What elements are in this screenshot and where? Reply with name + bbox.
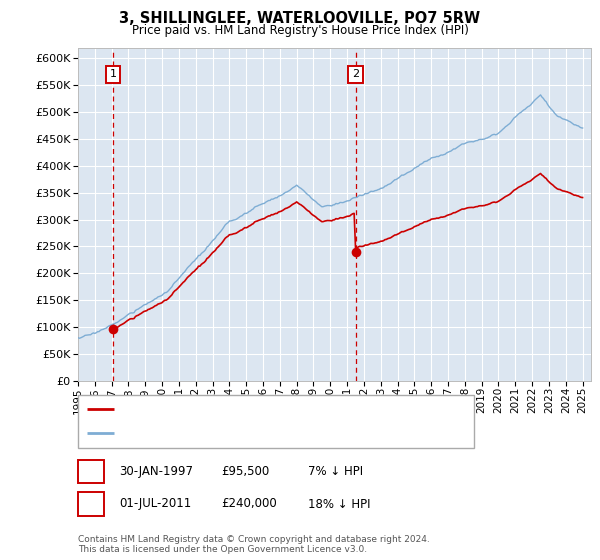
Text: Price paid vs. HM Land Registry's House Price Index (HPI): Price paid vs. HM Land Registry's House … bbox=[131, 24, 469, 36]
Text: 3, SHILLINGLEE, WATERLOOVILLE, PO7 5RW (detached house): 3, SHILLINGLEE, WATERLOOVILLE, PO7 5RW (… bbox=[119, 404, 457, 414]
Text: Contains HM Land Registry data © Crown copyright and database right 2024.
This d: Contains HM Land Registry data © Crown c… bbox=[78, 535, 430, 554]
Text: 1: 1 bbox=[87, 465, 95, 478]
Text: 2: 2 bbox=[352, 69, 359, 80]
Text: 7% ↓ HPI: 7% ↓ HPI bbox=[308, 465, 363, 478]
Text: £95,500: £95,500 bbox=[221, 465, 269, 478]
Text: 2: 2 bbox=[87, 497, 95, 511]
Text: 3, SHILLINGLEE, WATERLOOVILLE, PO7 5RW: 3, SHILLINGLEE, WATERLOOVILLE, PO7 5RW bbox=[119, 11, 481, 26]
Text: HPI: Average price, detached house, Havant: HPI: Average price, detached house, Hava… bbox=[119, 428, 360, 437]
Text: 01-JUL-2011: 01-JUL-2011 bbox=[119, 497, 191, 511]
Text: £240,000: £240,000 bbox=[221, 497, 277, 511]
Text: 30-JAN-1997: 30-JAN-1997 bbox=[119, 465, 193, 478]
Text: 18% ↓ HPI: 18% ↓ HPI bbox=[308, 497, 370, 511]
Text: 1: 1 bbox=[109, 69, 116, 80]
